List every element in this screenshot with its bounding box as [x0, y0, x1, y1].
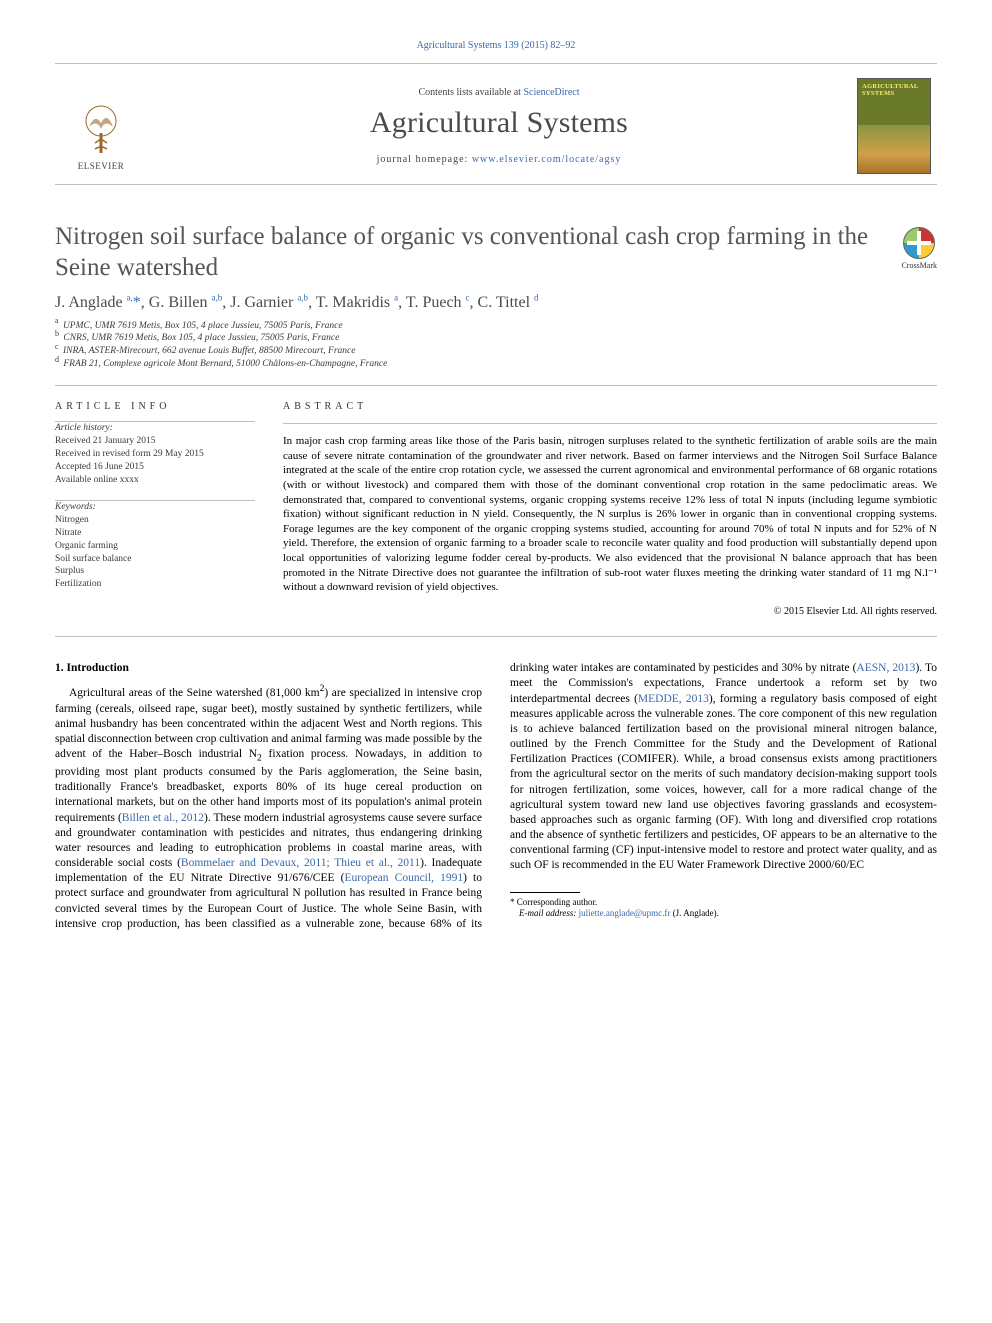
article-info-sidebar: article info Article history: Received 2…	[55, 400, 255, 618]
sciencedirect-link[interactable]: ScienceDirect	[523, 87, 579, 98]
abstract-heading: abstract	[283, 400, 937, 413]
section-heading-intro: 1. Introduction	[55, 661, 482, 676]
publisher-name: ELSEVIER	[78, 161, 125, 171]
homepage-prefix: journal homepage:	[377, 154, 472, 165]
author-list: J. Anglade a,*, G. Billen a,b, J. Garnie…	[55, 294, 937, 312]
abstract-column: abstract In major cash crop farming area…	[283, 400, 937, 618]
history-received: Received 21 January 2015	[55, 435, 255, 448]
copyright-line: © 2015 Elsevier Ltd. All rights reserved…	[283, 605, 937, 618]
corresponding-author-note: * Corresponding author.	[510, 897, 937, 909]
email-label: E-mail address:	[519, 908, 576, 918]
divider	[283, 423, 937, 424]
article-title: Nitrogen soil surface balance of organic…	[55, 221, 881, 284]
abstract-text: In major cash crop farming areas like th…	[283, 434, 937, 595]
elsevier-tree-icon	[71, 99, 131, 159]
elsevier-logo: ELSEVIER	[61, 81, 141, 171]
contents-prefix: Contents lists available at	[418, 87, 523, 98]
crossmark-icon	[903, 227, 935, 259]
keyword: Fertilization	[55, 578, 255, 591]
journal-homepage-link[interactable]: www.elsevier.com/locate/agsy	[472, 154, 622, 165]
history-accepted: Accepted 16 June 2015	[55, 461, 255, 474]
keyword: Organic farming	[55, 540, 255, 553]
history-online: Available online xxxx	[55, 474, 255, 487]
affiliation-b: b CNRS, UMR 7619 Metis, Box 105, 4 place…	[55, 332, 937, 345]
keyword: Nitrogen	[55, 514, 255, 527]
corresponding-email-link[interactable]: juliette.anglade@upmc.fr	[579, 908, 671, 918]
journal-name: Agricultural Systems	[151, 106, 847, 140]
affiliation-a: a UPMC, UMR 7619 Metis, Box 105, 4 place…	[55, 320, 937, 333]
contents-available-line: Contents lists available at ScienceDirec…	[151, 87, 847, 98]
keywords-label: Keywords:	[55, 501, 255, 514]
keyword: Soil surface balance	[55, 553, 255, 566]
running-citation: Agricultural Systems 139 (2015) 82–92	[55, 40, 937, 51]
cover-title-line1: AGRICULTURAL	[862, 83, 926, 90]
divider	[55, 636, 937, 637]
history-label: Article history:	[55, 422, 255, 435]
body-two-column: 1. Introduction Agricultural areas of th…	[55, 661, 937, 932]
journal-cover-thumbnail: AGRICULTURAL SYSTEMS	[857, 78, 931, 174]
crossmark-badge[interactable]: CrossMark	[901, 227, 937, 270]
cover-photo-strip	[858, 125, 930, 173]
email-footnote: E-mail address: juliette.anglade@upmc.fr…	[510, 908, 937, 920]
keyword: Nitrate	[55, 527, 255, 540]
article-info-heading: article info	[55, 400, 255, 414]
history-revised: Received in revised form 29 May 2015	[55, 448, 255, 461]
cover-title-line2: SYSTEMS	[862, 90, 926, 97]
affiliation-d: d FRAB 21, Complexe agricole Mont Bernar…	[55, 358, 937, 371]
journal-banner: ELSEVIER Contents lists available at Sci…	[55, 63, 937, 185]
journal-homepage-line: journal homepage: www.elsevier.com/locat…	[151, 154, 847, 165]
intro-paragraph: Agricultural areas of the Seine watershe…	[55, 661, 937, 932]
email-suffix: (J. Anglade).	[673, 908, 719, 918]
keyword: Surplus	[55, 565, 255, 578]
affiliations: a UPMC, UMR 7619 Metis, Box 105, 4 place…	[55, 320, 937, 371]
affiliation-c: c INRA, ASTER-Mirecourt, 662 avenue Loui…	[55, 345, 937, 358]
crossmark-label: CrossMark	[901, 261, 937, 270]
footnote-separator	[510, 892, 580, 893]
